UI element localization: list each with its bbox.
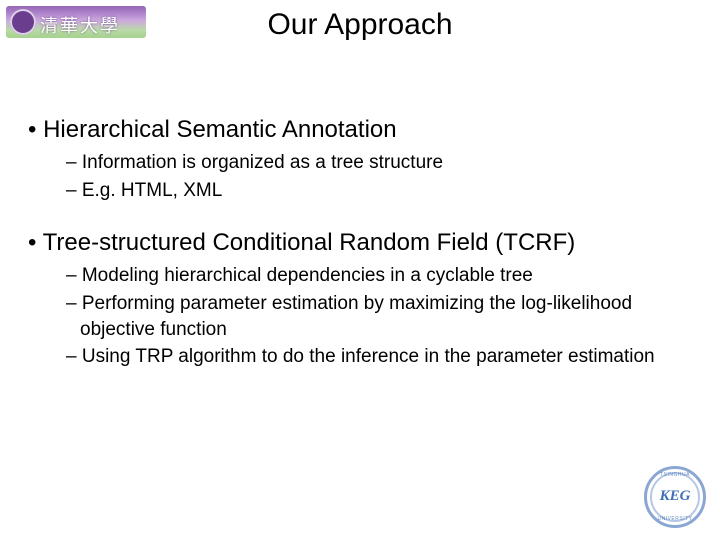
- bullet-l1-item: Tree-structured Conditional Random Field…: [28, 229, 700, 370]
- bullet-l2-item: E.g. HTML, XML: [66, 178, 700, 204]
- bullet-list-l2: Information is organized as a tree struc…: [66, 150, 700, 203]
- bullet-l1-text: Hierarchical Semantic Annotation: [28, 116, 700, 144]
- bullet-list-l2: Modeling hierarchical dependencies in a …: [66, 263, 700, 370]
- bullet-list-l1: Hierarchical Semantic Annotation Informa…: [28, 116, 700, 370]
- slide-content: Hierarchical Semantic Annotation Informa…: [28, 116, 700, 396]
- keg-caption-top: TSINGHUA: [644, 472, 706, 478]
- bullet-l1-item: Hierarchical Semantic Annotation Informa…: [28, 116, 700, 203]
- keg-logo: TSINGHUA KEG UNIVERSITY: [644, 466, 706, 528]
- bullet-l2-item: Performing parameter estimation by maxim…: [66, 291, 700, 342]
- bullet-l2-item: Modeling hierarchical dependencies in a …: [66, 263, 700, 289]
- bullet-l2-item: Information is organized as a tree struc…: [66, 150, 700, 176]
- keg-label: KEG: [644, 488, 706, 505]
- slide: 清華大學 Our Approach Hierarchical Semantic …: [0, 0, 720, 540]
- bullet-l1-text: Tree-structured Conditional Random Field…: [28, 229, 700, 257]
- keg-caption-bottom: UNIVERSITY: [644, 516, 706, 522]
- slide-title: Our Approach: [0, 8, 720, 42]
- bullet-l2-item: Using TRP algorithm to do the inference …: [66, 344, 700, 370]
